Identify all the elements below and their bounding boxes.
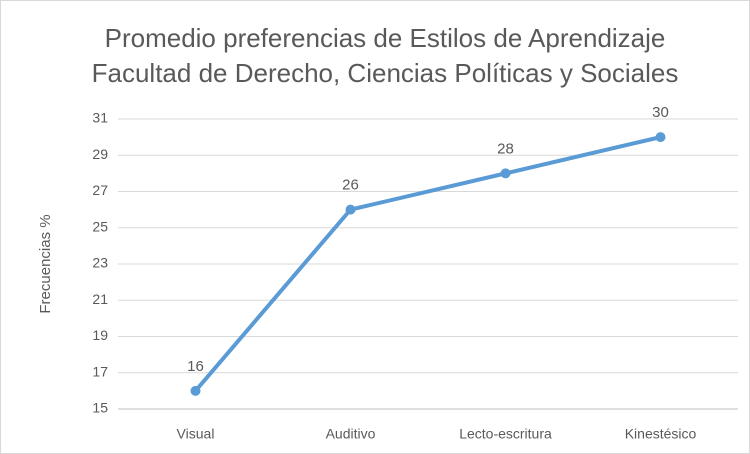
chart-title: Promedio preferencias de Estilos de Apre… <box>105 23 666 53</box>
chart-subtitle: Facultad de Derecho, Ciencias Políticas … <box>92 58 679 88</box>
y-tick-label: 31 <box>92 110 108 126</box>
x-tick-label: Visual <box>177 426 215 442</box>
data-label: 28 <box>497 140 514 157</box>
y-tick-label: 19 <box>92 327 108 343</box>
data-label: 30 <box>652 104 669 121</box>
y-tick-label: 29 <box>92 146 108 162</box>
y-axis-label: Frecuencias % <box>37 214 54 313</box>
data-line <box>193 135 663 393</box>
y-tick-label: 15 <box>92 400 108 416</box>
x-tick-label: Kinestésico <box>625 426 697 442</box>
x-tick-label: Lecto-escritura <box>459 426 552 442</box>
data-point <box>655 132 666 143</box>
data-point <box>190 385 201 396</box>
data-label: 16 <box>187 358 204 375</box>
data-point <box>500 168 511 179</box>
x-tick-label: Auditivo <box>326 426 376 442</box>
y-tick-label: 25 <box>92 218 108 234</box>
y-tick-label: 27 <box>92 182 108 198</box>
data-point <box>345 204 356 215</box>
y-tick-label: 17 <box>92 363 108 379</box>
data-label: 26 <box>342 177 359 194</box>
y-tick-label: 21 <box>92 291 108 307</box>
y-tick-label: 23 <box>92 255 108 271</box>
